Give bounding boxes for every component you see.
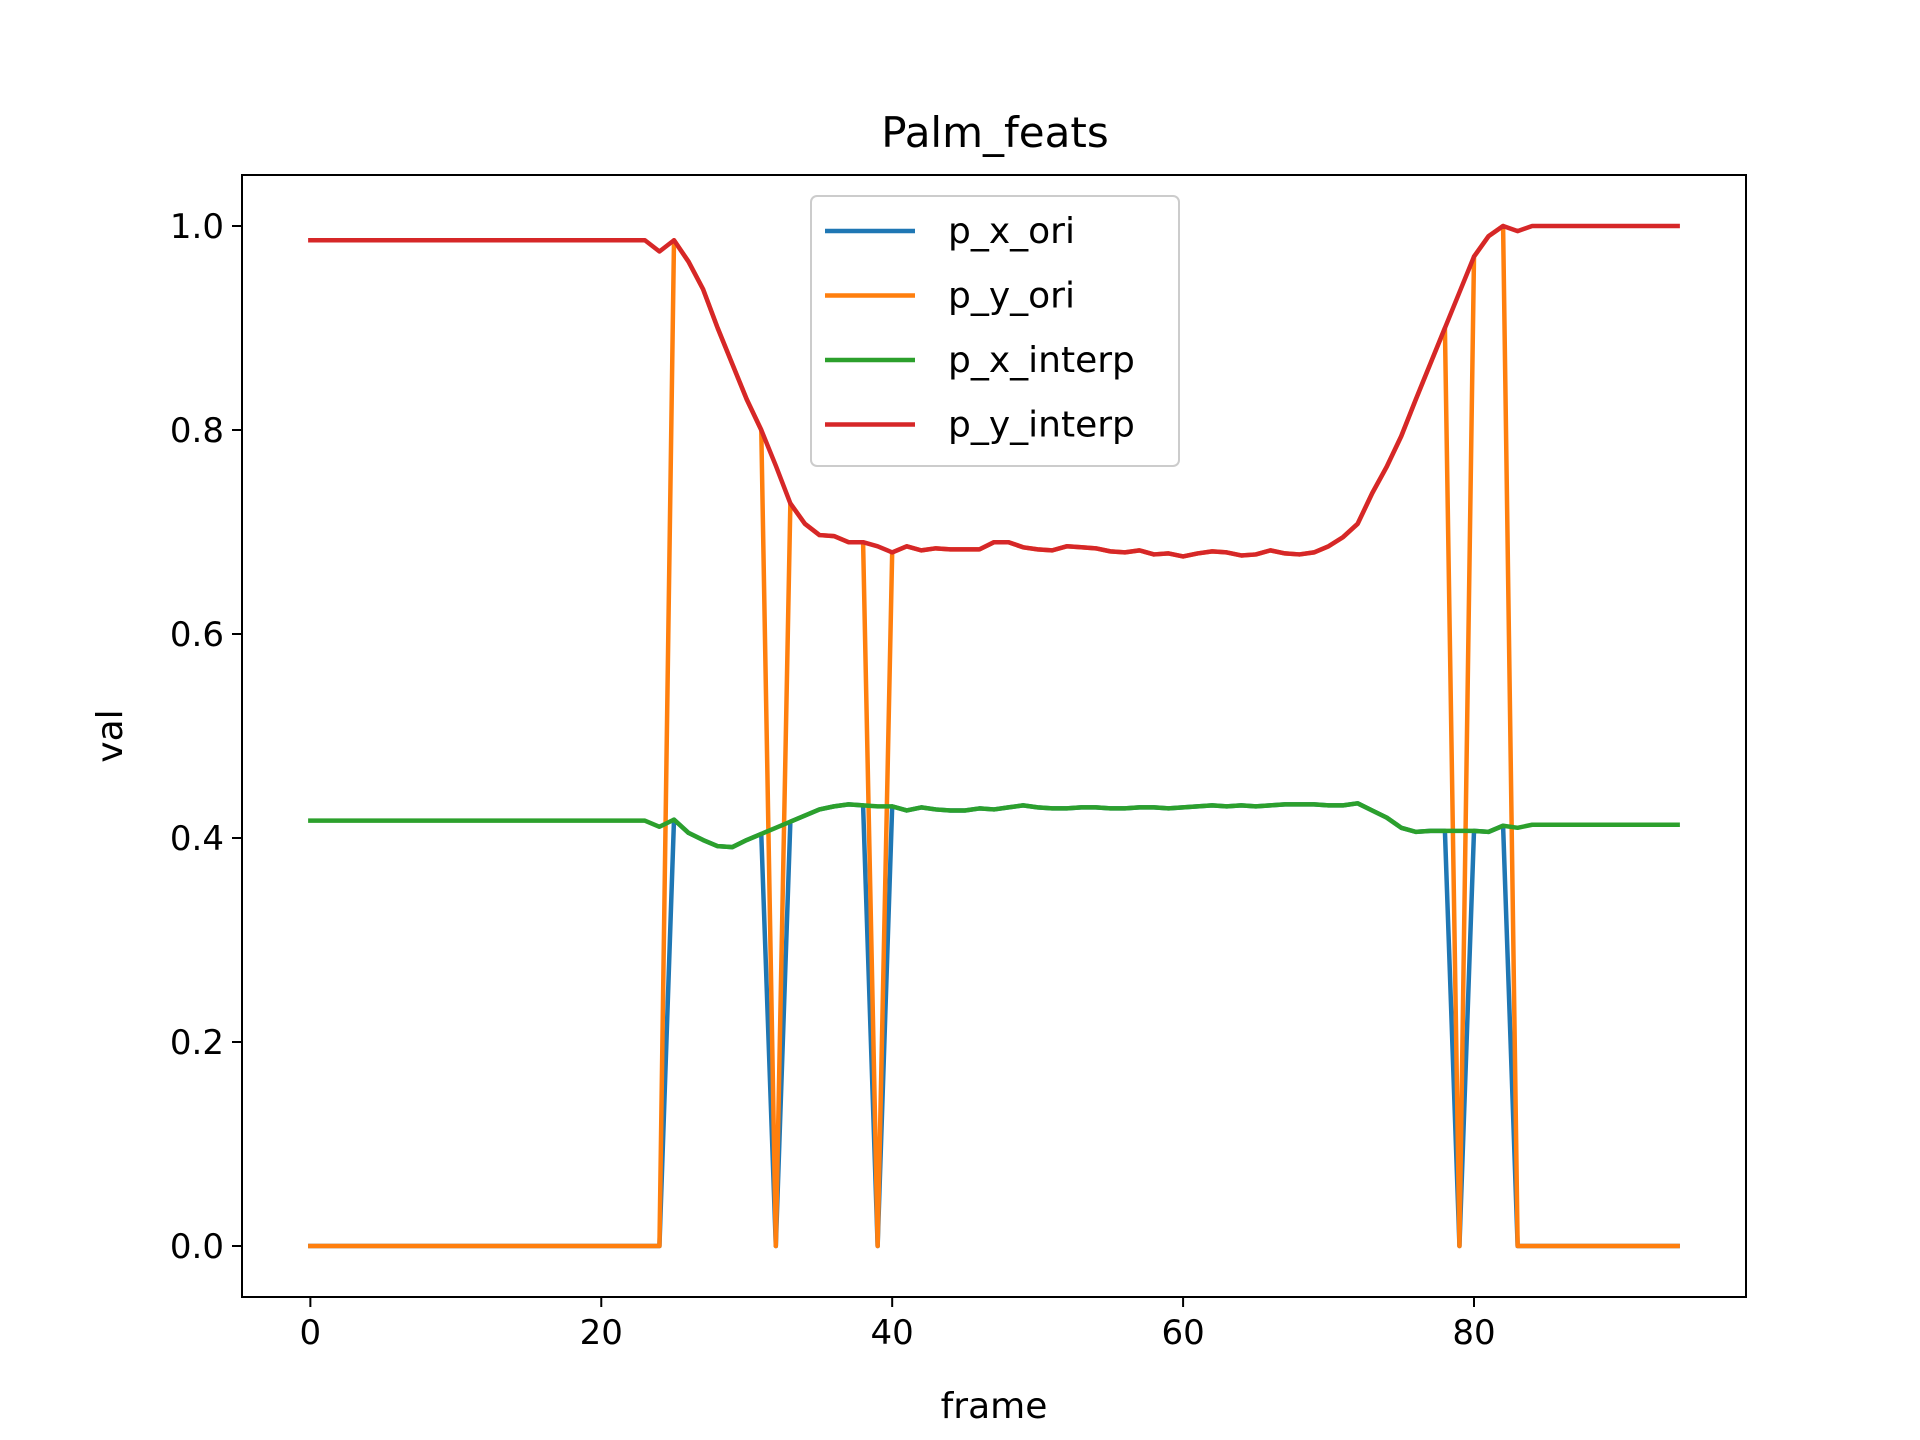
series-line-p-y-interp xyxy=(308,223,1680,559)
x-tick-label: 40 xyxy=(871,1313,914,1353)
y-tick-label: 0.4 xyxy=(170,819,224,859)
legend-box xyxy=(810,195,1180,467)
x-tick-label: 0 xyxy=(300,1313,322,1353)
y-tick-label: 1.0 xyxy=(170,207,224,247)
legend: p_x_ori p_y_ori p_x_interp p_y_interp xyxy=(810,195,1180,467)
y-tick-label: 0.6 xyxy=(170,615,224,655)
chart-title: Palm_feats xyxy=(881,108,1108,157)
legend-label-p-x-interp: p_x_interp xyxy=(948,340,1135,381)
x-axis: 0 20 40 60 80 xyxy=(300,1297,1496,1353)
legend-label-p-y-interp: p_y_interp xyxy=(948,405,1135,446)
x-axis-label: frame xyxy=(941,1386,1048,1427)
x-tick-label: 60 xyxy=(1161,1313,1204,1353)
y-axis-label: val xyxy=(90,709,131,762)
legend-label-p-y-ori: p_y_ori xyxy=(948,276,1075,317)
series-layer xyxy=(308,223,1680,1249)
x-tick-label: 80 xyxy=(1452,1313,1495,1353)
y-tick-label: 0.0 xyxy=(170,1227,224,1267)
legend-label-p-x-ori: p_x_ori xyxy=(948,211,1075,252)
y-axis: 0.0 0.2 0.4 0.6 0.8 1.0 xyxy=(170,207,242,1267)
y-tick-label: 0.2 xyxy=(170,1023,224,1063)
series-line-p-x-interp xyxy=(308,801,1680,850)
plot-frame xyxy=(241,174,1747,1298)
x-tick-label: 20 xyxy=(580,1313,623,1353)
y-tick-label: 0.8 xyxy=(170,411,224,451)
